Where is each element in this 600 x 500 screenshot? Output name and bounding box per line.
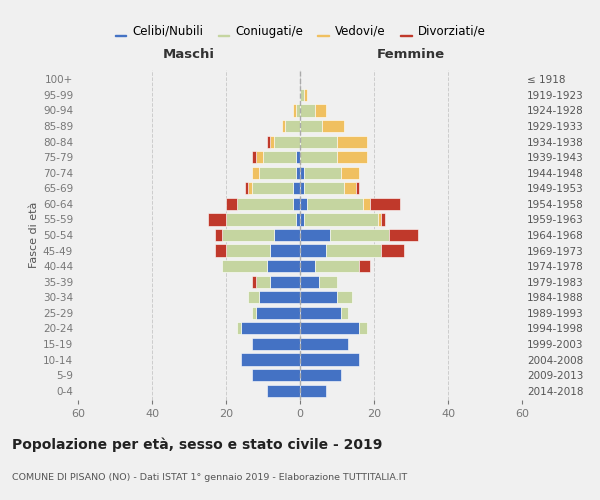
Bar [252, 276, 256, 288]
Bar [382, 244, 404, 256]
Bar [252, 182, 293, 194]
Bar [208, 214, 226, 226]
Bar [304, 89, 307, 101]
Legend: Celibi/Nubili, Coniugati/e, Vedovi/e, Divorziati/e: Celibi/Nubili, Coniugati/e, Vedovi/e, Di… [110, 20, 490, 42]
Bar [271, 136, 274, 147]
Bar [252, 369, 300, 381]
Bar [237, 198, 293, 210]
Bar [226, 214, 296, 226]
Bar [248, 182, 252, 194]
Bar [256, 151, 263, 163]
Bar [263, 151, 296, 163]
Bar [382, 214, 385, 226]
Bar [241, 354, 300, 366]
Bar [300, 354, 359, 366]
Bar [300, 198, 307, 210]
Bar [300, 291, 337, 304]
Bar [300, 260, 315, 272]
Bar [252, 166, 259, 179]
Bar [300, 244, 326, 256]
Bar [293, 182, 300, 194]
Bar [322, 120, 344, 132]
Bar [300, 384, 326, 396]
Bar [226, 198, 237, 210]
Bar [300, 182, 304, 194]
Bar [300, 322, 359, 334]
Bar [337, 151, 367, 163]
Text: Popolazione per età, sesso e stato civile - 2019: Popolazione per età, sesso e stato civil… [12, 438, 382, 452]
Bar [259, 166, 296, 179]
Bar [293, 198, 300, 210]
Bar [252, 151, 256, 163]
Bar [300, 338, 348, 350]
Bar [274, 229, 300, 241]
Text: COMUNE DI PISANO (NO) - Dati ISTAT 1° gennaio 2019 - Elaborazione TUTTITALIA.IT: COMUNE DI PISANO (NO) - Dati ISTAT 1° ge… [12, 472, 407, 482]
Bar [300, 307, 341, 319]
Bar [315, 260, 359, 272]
Bar [252, 307, 256, 319]
Bar [329, 229, 389, 241]
Bar [266, 136, 271, 147]
Bar [300, 136, 337, 147]
Text: Maschi: Maschi [163, 48, 215, 62]
Bar [293, 104, 296, 117]
Bar [300, 89, 304, 101]
Bar [271, 244, 300, 256]
Bar [337, 291, 352, 304]
Bar [285, 120, 300, 132]
Bar [222, 260, 266, 272]
Bar [266, 260, 300, 272]
Bar [274, 136, 300, 147]
Bar [215, 244, 226, 256]
Bar [281, 120, 285, 132]
Bar [296, 104, 300, 117]
Bar [389, 229, 418, 241]
Bar [266, 384, 300, 396]
Y-axis label: Anni di nascita: Anni di nascita [598, 194, 600, 276]
Bar [300, 229, 329, 241]
Bar [300, 166, 304, 179]
Y-axis label: Fasce di età: Fasce di età [29, 202, 39, 268]
Bar [256, 307, 300, 319]
Bar [355, 182, 359, 194]
Bar [300, 214, 304, 226]
Bar [304, 182, 344, 194]
Bar [304, 166, 341, 179]
Bar [300, 151, 337, 163]
Bar [359, 322, 367, 334]
Bar [296, 166, 300, 179]
Bar [300, 104, 315, 117]
Bar [237, 322, 241, 334]
Bar [259, 291, 300, 304]
Bar [226, 244, 271, 256]
Text: Femmine: Femmine [377, 48, 445, 62]
Bar [341, 307, 348, 319]
Bar [341, 166, 359, 179]
Bar [245, 182, 248, 194]
Bar [296, 151, 300, 163]
Bar [300, 369, 341, 381]
Bar [248, 291, 259, 304]
Bar [307, 198, 363, 210]
Bar [315, 104, 326, 117]
Bar [359, 260, 370, 272]
Bar [326, 244, 382, 256]
Bar [296, 214, 300, 226]
Bar [319, 276, 337, 288]
Bar [300, 120, 322, 132]
Bar [252, 338, 300, 350]
Bar [337, 136, 367, 147]
Bar [370, 198, 400, 210]
Bar [378, 214, 382, 226]
Bar [344, 182, 355, 194]
Bar [241, 322, 300, 334]
Bar [256, 276, 271, 288]
Bar [300, 276, 319, 288]
Bar [223, 229, 274, 241]
Bar [215, 229, 223, 241]
Bar [363, 198, 370, 210]
Bar [304, 214, 378, 226]
Bar [271, 276, 300, 288]
